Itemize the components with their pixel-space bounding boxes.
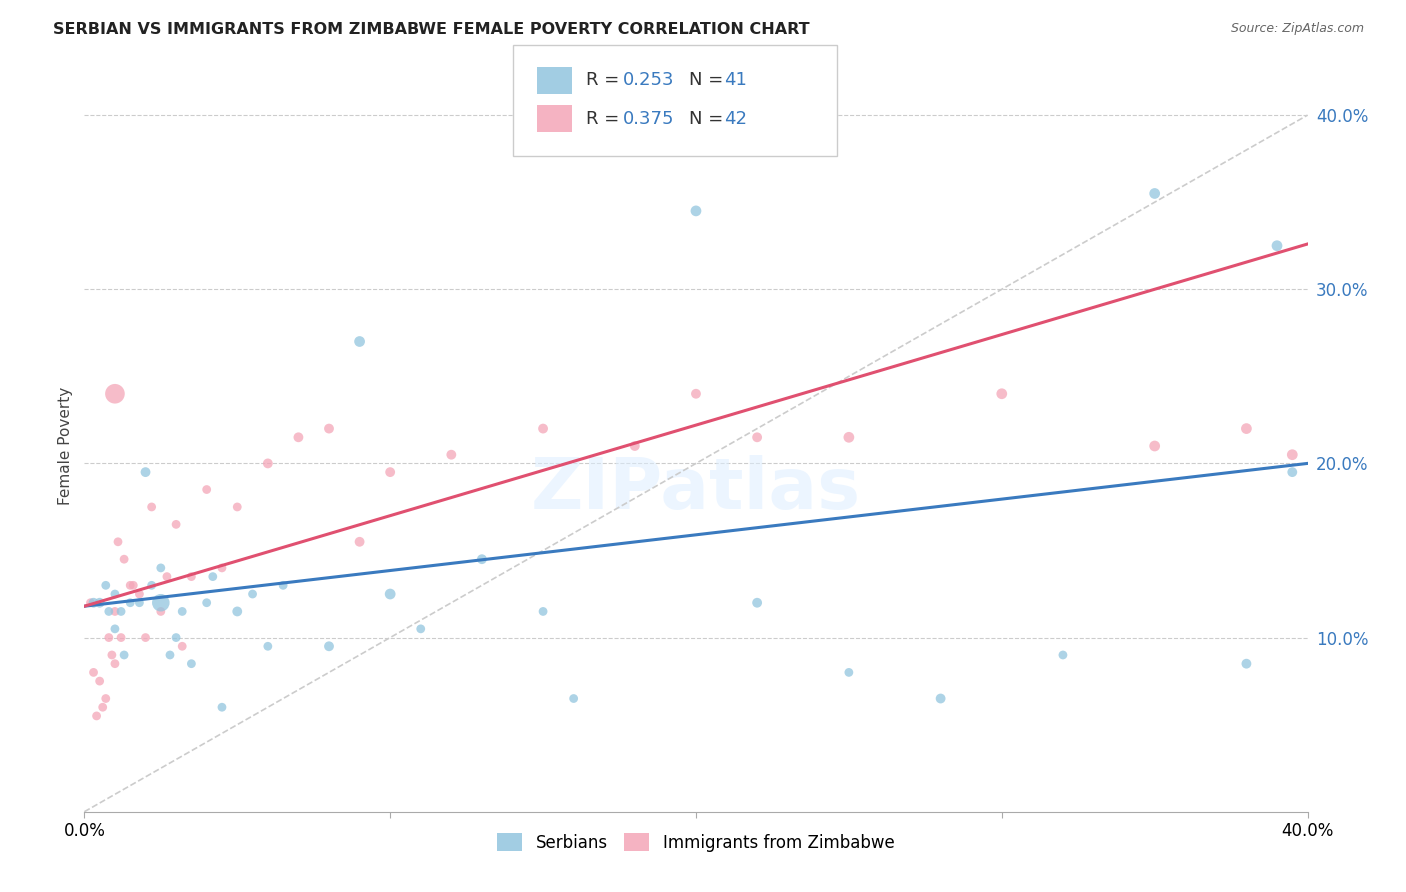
Point xyxy=(104,587,127,601)
Point xyxy=(271,578,294,592)
Point xyxy=(128,587,150,601)
Text: R =: R = xyxy=(586,110,626,128)
Point xyxy=(380,587,402,601)
Point xyxy=(380,465,402,479)
Point xyxy=(165,517,187,532)
Point xyxy=(1052,648,1074,662)
Point xyxy=(110,604,132,618)
Point xyxy=(195,596,218,610)
Point xyxy=(135,465,157,479)
Point xyxy=(159,648,181,662)
Point xyxy=(141,578,163,592)
Text: ZIPatlas: ZIPatlas xyxy=(531,456,860,524)
Point xyxy=(747,430,769,444)
Point xyxy=(180,657,202,671)
Point xyxy=(165,631,187,645)
Point xyxy=(287,430,309,444)
Point xyxy=(195,483,218,497)
Point xyxy=(122,578,145,592)
Text: 0.375: 0.375 xyxy=(623,110,675,128)
Point xyxy=(110,631,132,645)
Point xyxy=(89,674,111,689)
Point xyxy=(318,421,340,435)
Point xyxy=(226,500,249,514)
Point xyxy=(1281,465,1303,479)
Point xyxy=(242,587,264,601)
Text: Source: ZipAtlas.com: Source: ZipAtlas.com xyxy=(1230,22,1364,36)
Point xyxy=(1236,657,1258,671)
Point xyxy=(211,561,233,575)
Point xyxy=(409,622,432,636)
Point xyxy=(101,648,124,662)
Text: N =: N = xyxy=(689,71,728,89)
Point xyxy=(1281,448,1303,462)
Point xyxy=(149,561,172,575)
Point xyxy=(211,700,233,714)
Point xyxy=(747,596,769,610)
Text: 41: 41 xyxy=(724,71,747,89)
Point xyxy=(104,622,127,636)
Point xyxy=(97,604,120,618)
Point xyxy=(624,439,647,453)
Legend: Serbians, Immigrants from Zimbabwe: Serbians, Immigrants from Zimbabwe xyxy=(491,826,901,858)
Point xyxy=(838,665,860,680)
Point xyxy=(201,569,224,583)
Point xyxy=(991,386,1014,401)
Point xyxy=(929,691,952,706)
Point xyxy=(104,386,127,401)
Point xyxy=(112,648,135,662)
Point xyxy=(1143,439,1166,453)
Point xyxy=(318,640,340,654)
Text: N =: N = xyxy=(689,110,728,128)
Point xyxy=(685,203,707,218)
Point xyxy=(83,596,105,610)
Point xyxy=(685,386,707,401)
Point xyxy=(141,500,163,514)
Point xyxy=(104,657,127,671)
Point xyxy=(120,578,142,592)
Point xyxy=(531,604,554,618)
Text: R =: R = xyxy=(586,71,626,89)
Point xyxy=(94,691,117,706)
Point xyxy=(440,448,463,462)
Point xyxy=(471,552,494,566)
Point xyxy=(120,596,142,610)
Point xyxy=(94,578,117,592)
Point xyxy=(112,552,135,566)
Text: SERBIAN VS IMMIGRANTS FROM ZIMBABWE FEMALE POVERTY CORRELATION CHART: SERBIAN VS IMMIGRANTS FROM ZIMBABWE FEMA… xyxy=(53,22,810,37)
Point xyxy=(180,569,202,583)
Point xyxy=(156,569,179,583)
Point xyxy=(257,457,280,471)
Point xyxy=(562,691,585,706)
Point xyxy=(83,665,105,680)
Point xyxy=(838,430,860,444)
Point xyxy=(172,640,194,654)
Point xyxy=(128,596,150,610)
Point xyxy=(89,596,111,610)
Point xyxy=(172,604,194,618)
Point xyxy=(1143,186,1166,201)
Text: 42: 42 xyxy=(724,110,747,128)
Point xyxy=(79,596,101,610)
Point xyxy=(349,534,371,549)
Point xyxy=(149,596,172,610)
Point xyxy=(349,334,371,349)
Y-axis label: Female Poverty: Female Poverty xyxy=(58,387,73,505)
Point xyxy=(104,604,127,618)
Point xyxy=(531,421,554,435)
Text: 0.253: 0.253 xyxy=(623,71,675,89)
Point xyxy=(226,604,249,618)
Point xyxy=(1236,421,1258,435)
Point xyxy=(1265,238,1288,252)
Point xyxy=(91,700,114,714)
Point xyxy=(149,604,172,618)
Point xyxy=(107,534,129,549)
Point xyxy=(86,709,108,723)
Point xyxy=(257,640,280,654)
Point xyxy=(97,631,120,645)
Point xyxy=(135,631,157,645)
